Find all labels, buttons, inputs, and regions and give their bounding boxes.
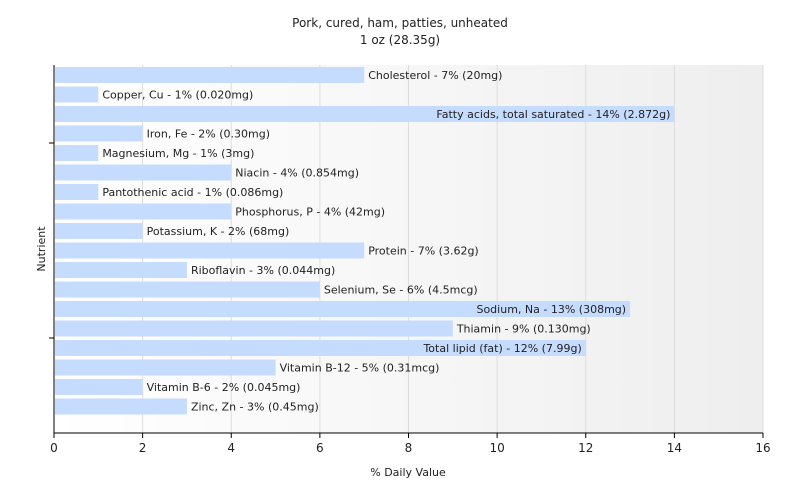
bar-12 <box>55 301 631 317</box>
bar-0 <box>55 67 365 83</box>
bar-label-14: Total lipid (fat) - 12% (7.99g) <box>422 342 581 355</box>
bar-label-7: Phosphorus, P - 4% (42mg) <box>235 206 385 219</box>
bar-label-17: Zinc, Zn - 3% (0.45mg) <box>191 401 319 414</box>
bar-4 <box>55 145 99 161</box>
chart-title: Pork, cured, ham, patties, unheated <box>292 16 508 30</box>
bar-11 <box>55 281 320 298</box>
x-tick-label-7: 14 <box>667 441 682 455</box>
bar-label-9: Protein - 7% (3.62g) <box>368 245 479 258</box>
bar-label-10: Riboflavin - 3% (0.044mg) <box>191 264 335 277</box>
bar-label-3: Iron, Fe - 2% (0.30mg) <box>147 128 270 141</box>
bars <box>55 67 675 415</box>
bar-label-2: Fatty acids, total saturated - 14% (2.87… <box>436 108 670 121</box>
bar-5 <box>55 164 232 181</box>
bar-label-4: Magnesium, Mg - 1% (3mg) <box>102 147 254 160</box>
bar-8 <box>55 223 143 239</box>
bar-label-16: Vitamin B-6 - 2% (0.045mg) <box>147 381 301 394</box>
axes <box>49 65 764 438</box>
bar-label-15: Vitamin B-12 - 5% (0.31mcg) <box>280 362 440 375</box>
x-tick-label-8: 16 <box>755 441 770 455</box>
bar-1 <box>55 86 99 103</box>
bar-9 <box>55 242 365 259</box>
x-tick-label-4: 8 <box>405 441 413 455</box>
bar-17 <box>55 398 187 415</box>
bar-6 <box>55 184 99 200</box>
bar-label-11: Selenium, Se - 6% (4.5mcg) <box>324 284 478 297</box>
x-tick-label-0: 0 <box>50 441 58 455</box>
bar-labels: Cholesterol - 7% (20mg) Copper, Cu - 1% (… <box>102 69 670 414</box>
chart-subtitle: 1 oz (28.35g) <box>360 33 440 47</box>
y-axis-label: Nutrient <box>35 226 48 272</box>
x-tick-label-1: 2 <box>139 441 147 455</box>
bar-label-12: Sodium, Na - 13% (308mg) <box>476 303 626 316</box>
bar-10 <box>55 262 187 278</box>
bar-3 <box>55 125 143 142</box>
bar-label-0: Cholesterol - 7% (20mg) <box>368 69 502 82</box>
x-axis-label: % Daily Value <box>370 466 446 479</box>
x-tick-label-3: 6 <box>316 441 324 455</box>
bar-label-6: Pantothenic acid - 1% (0.086mg) <box>102 186 283 199</box>
bar-7 <box>55 203 232 220</box>
bar-label-5: Niacin - 4% (0.854mg) <box>235 167 359 180</box>
bar-16 <box>55 379 143 395</box>
bar-label-13: Thiamin - 9% (0.130mg) <box>456 323 591 336</box>
bar-13 <box>55 320 453 337</box>
x-tick-label-5: 10 <box>489 441 504 455</box>
bar-label-1: Copper, Cu - 1% (0.020mg) <box>102 89 253 102</box>
x-tick-label-2: 4 <box>227 441 235 455</box>
bar-label-8: Potassium, K - 2% (68mg) <box>147 225 290 238</box>
bar-14 <box>55 340 586 356</box>
x-tick-label-6: 12 <box>578 441 593 455</box>
bar-2 <box>55 106 675 122</box>
bar-15 <box>55 359 276 376</box>
x-tick-labels: 0 2 4 6 8 10 12 14 16 <box>50 441 770 455</box>
